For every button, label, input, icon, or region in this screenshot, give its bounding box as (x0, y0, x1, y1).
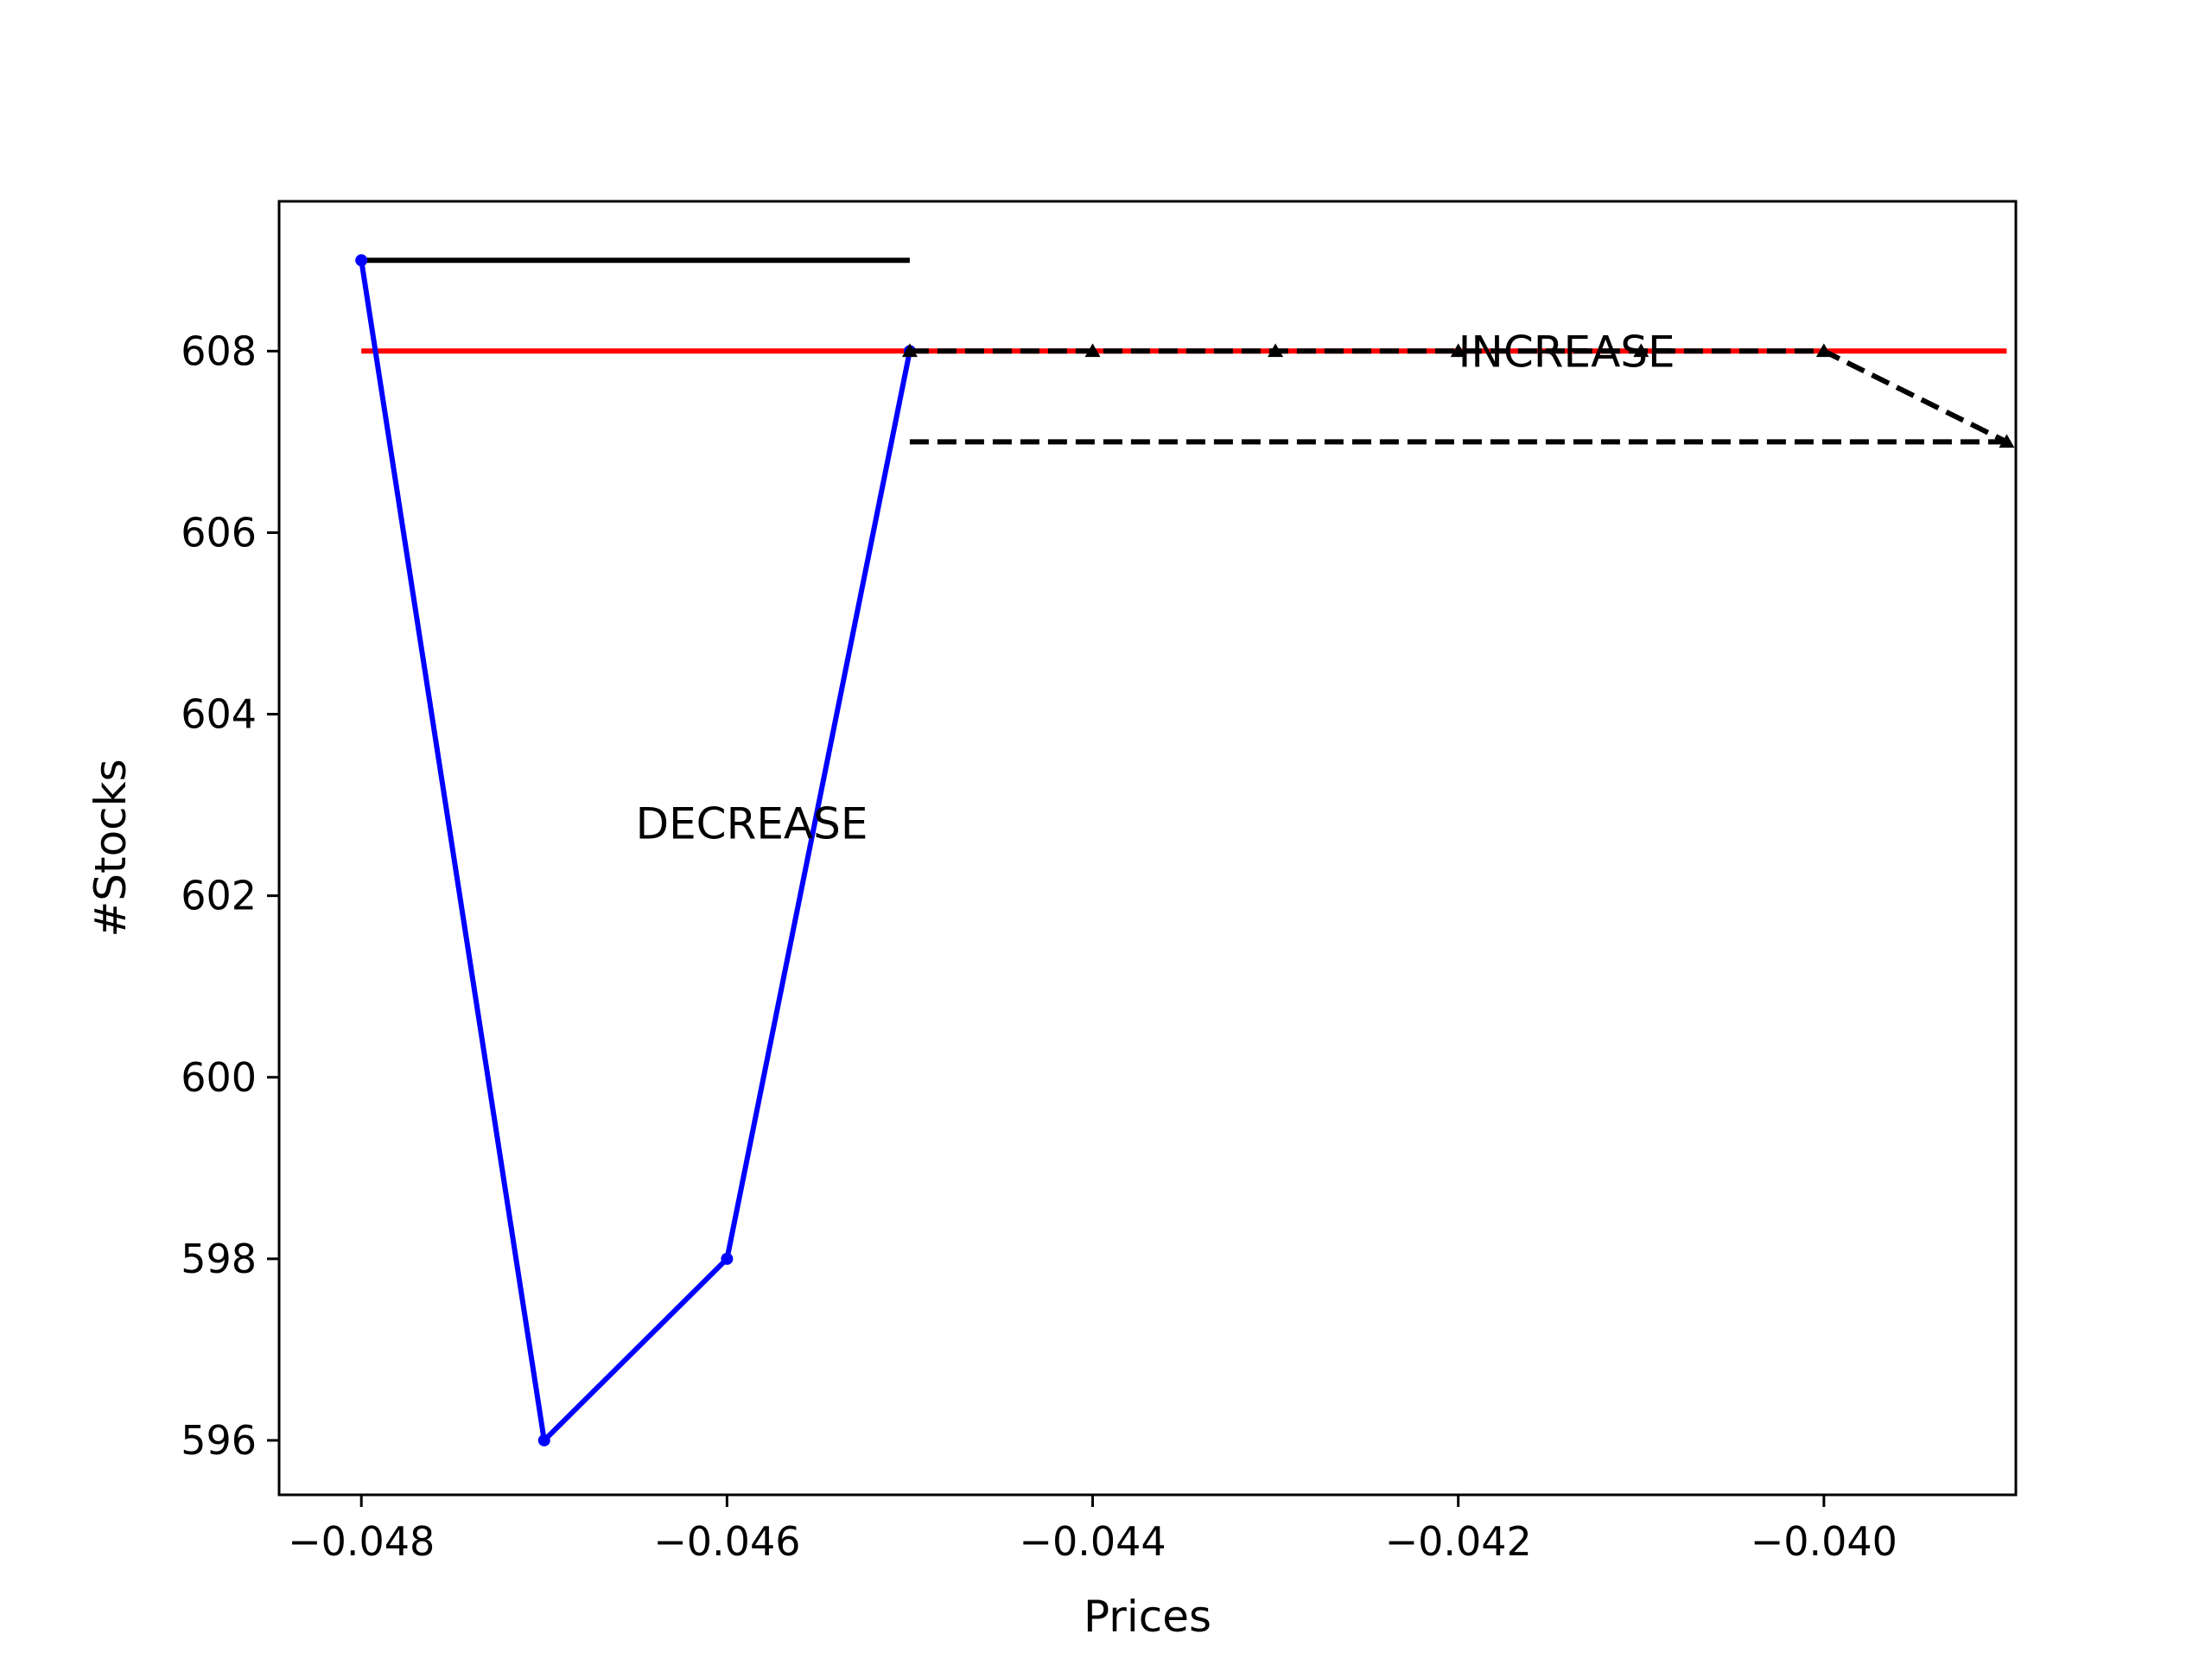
plot-series (355, 254, 2015, 1446)
y-tick-label: 596 (181, 1417, 257, 1464)
y-axis: 596 598 600 602 604 606 608 (181, 327, 279, 1464)
x-tick-label: −0.048 (288, 1518, 435, 1565)
plot-frame (277, 200, 2018, 1497)
data-point (1450, 343, 1466, 358)
series-line (359, 259, 912, 1446)
x-tick-label: −0.044 (1019, 1518, 1166, 1565)
data-point (355, 254, 368, 267)
x-axis-label: Prices (1084, 1592, 1211, 1642)
data-point (537, 1433, 550, 1446)
data-point (901, 343, 918, 358)
y-axis-label: #Stocks (86, 759, 136, 937)
x-tick-label: −0.046 (653, 1518, 800, 1565)
data-point (1815, 343, 1832, 358)
data-point (1268, 343, 1284, 358)
y-tick-label: 604 (181, 691, 257, 738)
data-point (721, 1252, 734, 1265)
annotation-label: DECREASE (636, 799, 868, 849)
annotation-label: INCREASE (1459, 327, 1675, 377)
data-point (1084, 343, 1101, 358)
annotations: DECREASE INCREASE (636, 327, 1675, 849)
x-tick-label: −0.042 (1385, 1518, 1532, 1565)
y-tick-label: 606 (181, 509, 257, 556)
x-tick-label: −0.040 (1751, 1518, 1897, 1565)
y-tick-label: 608 (181, 327, 257, 374)
y-tick-label: 600 (181, 1054, 257, 1101)
x-axis: −0.048 −0.046 −0.044 −0.042 −0.040 (288, 1495, 1897, 1565)
y-tick-label: 602 (181, 873, 257, 919)
y-tick-label: 598 (181, 1236, 257, 1282)
data-point (1633, 343, 1649, 358)
